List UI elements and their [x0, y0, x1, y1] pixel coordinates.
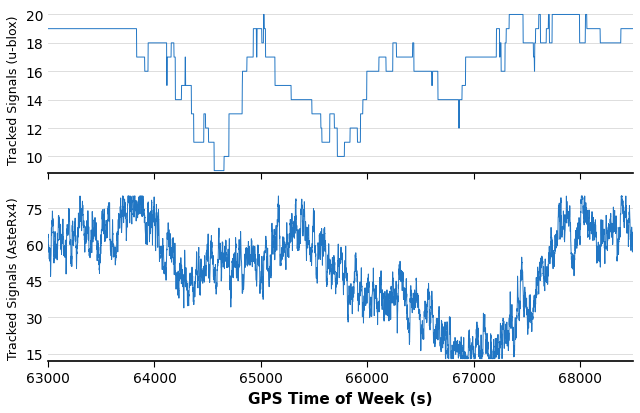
Y-axis label: Tracked Signals (u-blox): Tracked Signals (u-blox) — [7, 16, 20, 165]
X-axis label: GPS Time of Week (s): GPS Time of Week (s) — [248, 391, 433, 406]
Y-axis label: Tracked Signals (AsteRx4): Tracked Signals (AsteRx4) — [7, 197, 20, 359]
